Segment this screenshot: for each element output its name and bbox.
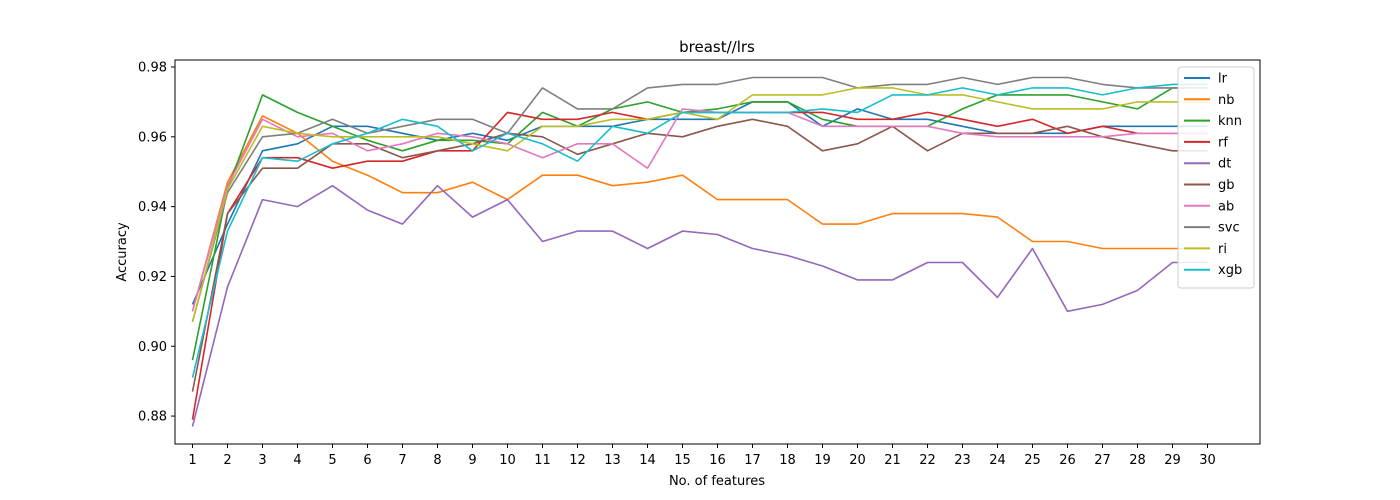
x-tick-label: 27 xyxy=(1094,453,1111,468)
x-tick-label: 12 xyxy=(569,453,586,468)
y-tick-label: 0.96 xyxy=(138,130,167,145)
legend-label-dt: dt xyxy=(1218,157,1231,172)
legend-label-ri: ri xyxy=(1218,242,1227,257)
chart-title: breast//lrs xyxy=(679,38,755,56)
x-tick-label: 22 xyxy=(919,453,936,468)
axis-layer: 1 2 3 4 5 6 7 8 9 10 11 12 13 14 15 16 17 18 19 20 21 22 23 24 2… xyxy=(138,60,1216,468)
legend-label-rf: rf xyxy=(1218,135,1228,150)
legend-label-svc: svc xyxy=(1218,221,1240,236)
legend-frame xyxy=(1177,66,1255,289)
series-line-xgb xyxy=(191,83,1208,378)
y-tick-label: 0.92 xyxy=(138,270,167,285)
x-tick-label: 3 xyxy=(258,453,266,468)
x-tick-label: 2 xyxy=(223,453,231,468)
y-tick-label: 0.94 xyxy=(138,200,167,215)
series-line-nb xyxy=(191,115,1208,312)
legend-label-ab: ab xyxy=(1218,199,1234,214)
legend-label-lr: lr xyxy=(1218,72,1228,87)
y-axis-label: Accuracy xyxy=(115,222,130,282)
x-tick-label: 25 xyxy=(1024,453,1041,468)
legend-label-knn: knn xyxy=(1218,114,1242,129)
x-tick-label: 9 xyxy=(468,453,476,468)
x-tick-label: 14 xyxy=(639,453,656,468)
x-tick-label: 7 xyxy=(398,453,406,468)
x-tick-label: 24 xyxy=(989,453,1006,468)
series-line-gb xyxy=(191,118,1208,392)
y-tick-label: 0.98 xyxy=(138,60,167,75)
x-tick-label: 30 xyxy=(1199,453,1216,468)
x-tick-label: 8 xyxy=(433,453,441,468)
legend-label-nb: nb xyxy=(1218,93,1235,108)
x-tick-label: 26 xyxy=(1059,453,1076,468)
x-tick-label: 5 xyxy=(328,453,336,468)
x-tick-label: 18 xyxy=(779,453,796,468)
x-tick-label: 6 xyxy=(363,453,371,468)
x-tick-label: 21 xyxy=(884,453,901,468)
series-line-lr xyxy=(191,101,1208,305)
series-line-ri xyxy=(191,87,1208,323)
series-line-dt xyxy=(191,184,1208,427)
x-tick-label: 29 xyxy=(1164,453,1181,468)
x-tick-label: 15 xyxy=(674,453,691,468)
x-tick-label: 4 xyxy=(293,453,301,468)
x-axis-label: No. of features xyxy=(669,474,765,489)
y-tick-label: 0.88 xyxy=(138,410,167,425)
series-line-ab xyxy=(191,108,1208,312)
x-tick-label: 1 xyxy=(188,453,196,468)
x-tick-label: 11 xyxy=(534,453,551,468)
x-tick-label: 28 xyxy=(1129,453,1146,468)
x-tick-label: 20 xyxy=(849,453,866,468)
y-tick-label: 0.90 xyxy=(138,340,167,355)
plot-area-frame xyxy=(174,59,1261,445)
legend: lr nb knn rf dt gb ab svc ri xgb xyxy=(1177,66,1255,289)
x-tick-label: 16 xyxy=(709,453,726,468)
series-layer xyxy=(191,76,1208,427)
x-tick-label: 13 xyxy=(604,453,621,468)
series-line-svc xyxy=(191,76,1208,323)
legend-label-gb: gb xyxy=(1218,178,1235,193)
x-tick-label: 10 xyxy=(499,453,516,468)
legend-label-xgb: xgb xyxy=(1218,263,1242,278)
x-tick-label: 17 xyxy=(744,453,761,468)
x-tick-label: 23 xyxy=(954,453,971,468)
x-tick-label: 19 xyxy=(814,453,831,468)
